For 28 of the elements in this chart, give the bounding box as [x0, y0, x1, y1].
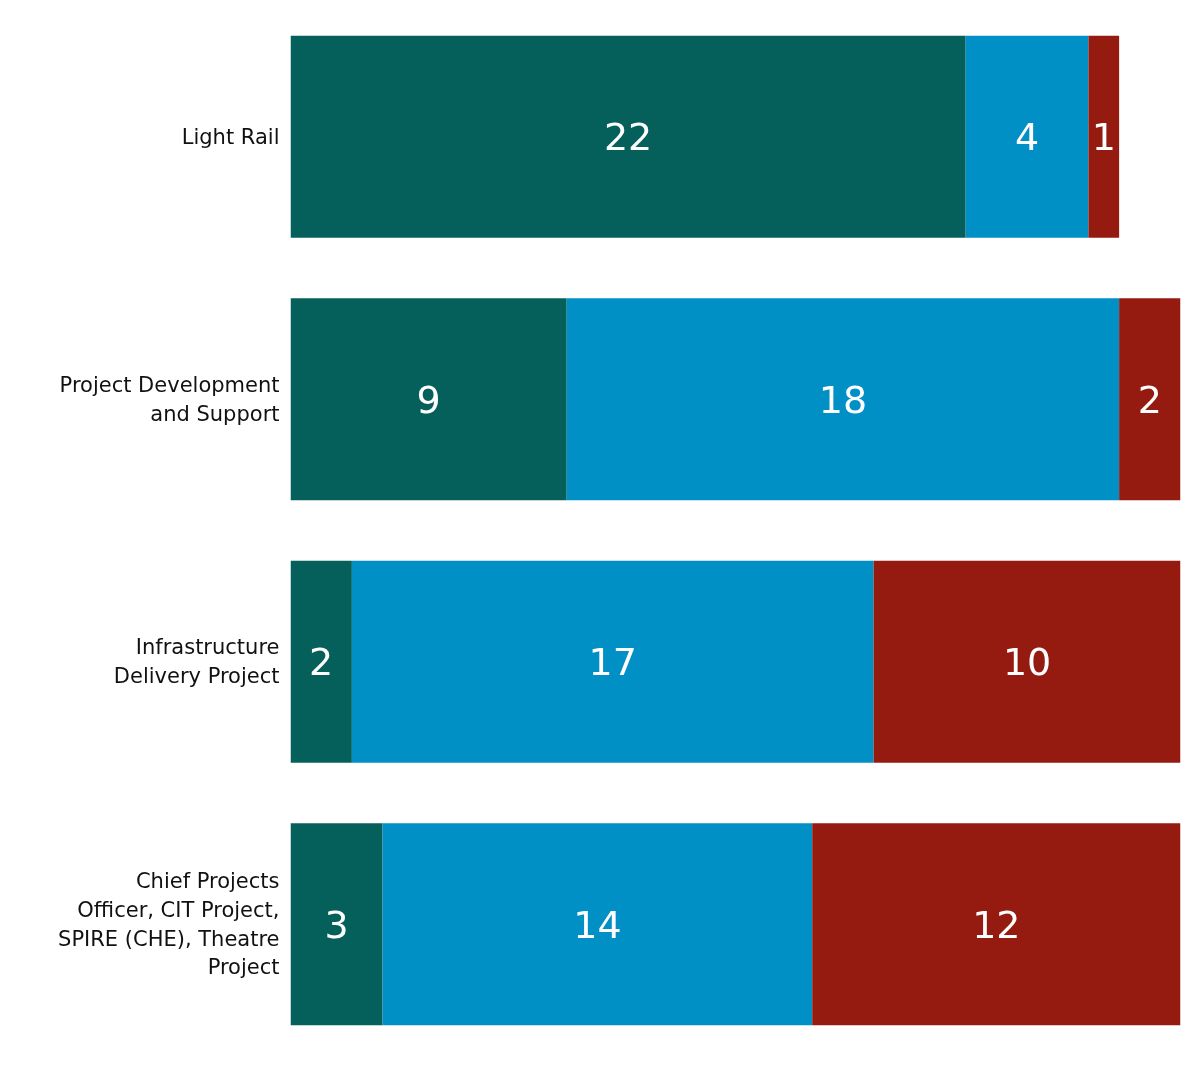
bar: [873, 560, 1181, 763]
bar: [290, 823, 383, 1026]
bar: [812, 823, 1181, 1026]
data-label: 17: [588, 640, 637, 685]
y-tick-label: Chief Projects Officer, CIT Project, SPIRE (CHE), Theatre Project: [58, 869, 280, 980]
data-label: 2: [1137, 377, 1162, 422]
bar: [351, 560, 874, 763]
y-tick-label: Project Development and Support: [59, 372, 280, 426]
data-label: 18: [818, 377, 868, 422]
bar: [382, 823, 813, 1026]
y-tick-label: Light Rail: [181, 124, 280, 149]
data-label: 14: [573, 902, 622, 947]
data-label: 9: [416, 377, 441, 422]
bar: [290, 560, 352, 763]
bar: [1088, 35, 1120, 238]
data-label: 2: [309, 640, 334, 685]
bar: [965, 35, 1089, 238]
bar: [290, 298, 567, 501]
data-label: 3: [324, 902, 349, 947]
bar: [566, 298, 1120, 501]
data-label: 1: [1091, 115, 1116, 160]
bar: [1119, 298, 1181, 501]
data-label: 4: [1014, 115, 1040, 160]
data-label: 12: [972, 902, 1021, 947]
bar: [290, 35, 966, 238]
data-label: 10: [1002, 640, 1052, 685]
data-label: 22: [603, 115, 653, 160]
y-tick-label: Infrastructure Delivery Project: [113, 635, 280, 689]
